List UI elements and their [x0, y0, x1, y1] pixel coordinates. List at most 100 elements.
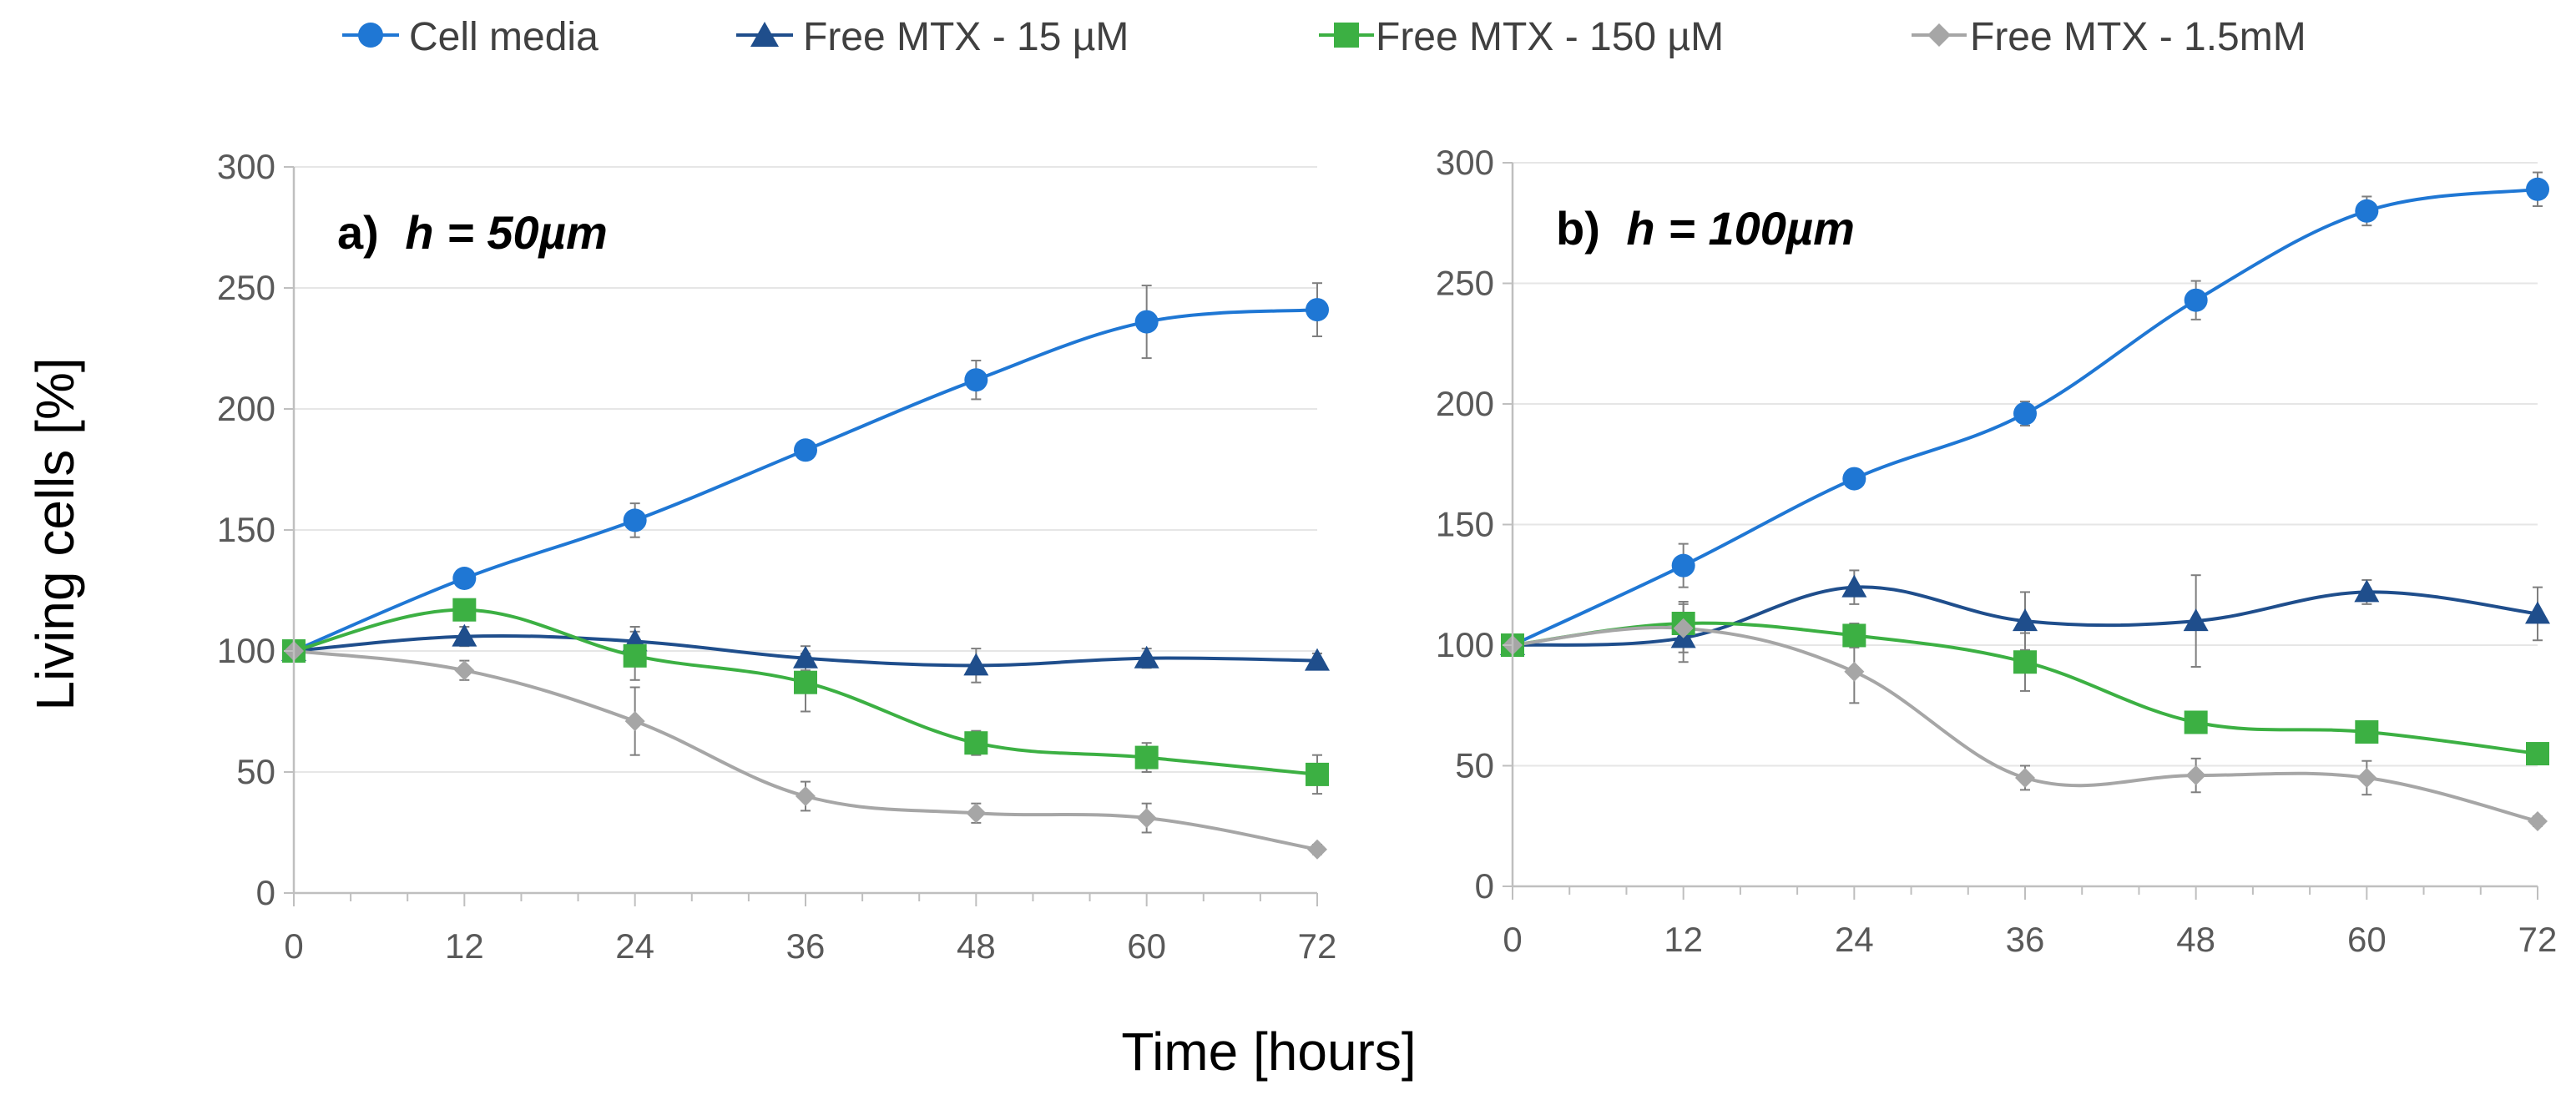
data-point-free-mtx-15-m [1841, 574, 1867, 598]
y-tick-label: 300 [1436, 143, 1494, 182]
panel-letter: b) [1556, 202, 1600, 255]
axes [1503, 162, 2538, 900]
data-point-cell-media [1134, 310, 1159, 334]
data-point-free-mtx-1-5mm [2356, 767, 2377, 788]
data-point-cell-media [452, 567, 477, 590]
chart-panel-b: 0 50 100 150 200 250 300 0 12 24 36 48 60 72 b) h = 1… [1436, 143, 2557, 959]
data-point-cell-media [1306, 298, 1329, 322]
x-tick-label: 12 [445, 926, 484, 966]
y-tick-label: 250 [217, 268, 275, 307]
x-tick-label: 0 [284, 926, 303, 966]
legend-item-cell-media: Cell media [342, 15, 599, 59]
x-tick-label: 72 [1298, 926, 1337, 966]
x-tick-label: 48 [2176, 920, 2215, 959]
panel-title-value: 50µm [487, 206, 607, 259]
y-tick-label: 200 [1436, 384, 1494, 423]
x-tick-label: 12 [1664, 920, 1703, 959]
data-point-free-mtx-1-5mm [1307, 839, 1327, 860]
data-point-free-mtx-15-m [452, 623, 477, 647]
x-tick-label: 24 [615, 926, 654, 966]
legend-marker-triangle [750, 22, 779, 47]
y-tick-label: 200 [217, 389, 275, 428]
y-tick-label: 50 [1455, 746, 1494, 785]
panel-title-prefix: h = [405, 206, 487, 259]
data-point-free-mtx-150-m [1842, 623, 1866, 648]
x-tick-label: 48 [957, 926, 996, 966]
x-tick-label: 36 [786, 926, 826, 966]
legend-marker-circle [358, 23, 383, 48]
data-point-free-mtx-150-m [794, 670, 817, 694]
data-point-free-mtx-1-5mm [454, 660, 475, 681]
data-point-cell-media [2013, 401, 2037, 426]
error-bars [459, 282, 1322, 855]
data-point-free-mtx-15-m [2354, 579, 2380, 603]
legend-item-free-mtx-15: Free MTX - 15 µM [736, 15, 1129, 59]
data-point-free-mtx-15-m [2183, 608, 2209, 632]
legend-label: Free MTX - 1.5mM [1970, 15, 2306, 59]
data-point-free-mtx-1-5mm [2015, 767, 2035, 788]
y-tick-label: 50 [236, 752, 275, 791]
data-point-free-mtx-150-m [2184, 710, 2208, 734]
panel-title: b) h = 100µm [1556, 202, 1855, 255]
data-point-free-mtx-150-m [1134, 745, 1159, 769]
data-point-cell-media [1671, 553, 1695, 578]
panel-title-value: 100µm [1708, 202, 1855, 255]
data-point-free-mtx-150-m [452, 598, 477, 622]
data-point-cell-media [794, 438, 817, 462]
data-point-free-mtx-15-m [2525, 601, 2550, 624]
axes [284, 166, 1318, 906]
legend-marker-square [1334, 23, 1359, 48]
data-point-free-mtx-1-5mm [2185, 765, 2206, 786]
data-point-free-mtx-1-5mm [2528, 810, 2548, 831]
data-point-free-mtx-15-m [1305, 648, 1330, 671]
legend-label: Cell media [409, 15, 599, 59]
data-point-free-mtx-150-m [2526, 742, 2549, 766]
y-axis-title: Living cells [%] [25, 357, 85, 710]
data-point-free-mtx-1-5mm [796, 786, 816, 806]
data-points [1500, 177, 2550, 831]
data-point-cell-media [2526, 177, 2549, 201]
data-point-cell-media [1842, 467, 1866, 491]
y-tick-label: 0 [1475, 866, 1494, 906]
chart-panel-a: 0 50 100 150 200 250 300 0 12 24 36 48 60 72 a) h = 5… [217, 147, 1336, 966]
data-point-free-mtx-1-5mm [1844, 661, 1865, 682]
y-tick-label: 250 [1436, 264, 1494, 303]
data-point-free-mtx-15-m [2013, 608, 2038, 632]
legend-label: Free MTX - 150 µM [1376, 15, 1724, 59]
data-point-cell-media [2184, 288, 2208, 312]
data-points [281, 298, 1330, 860]
data-point-free-mtx-1-5mm [1136, 808, 1157, 829]
legend-item-free-mtx-1-5mm: Free MTX - 1.5mM [1912, 15, 2306, 59]
panel-letter: a) [337, 206, 379, 259]
panel-title: a) h = 50µm [337, 206, 608, 259]
y-tick-label: 300 [217, 147, 275, 186]
data-point-free-mtx-150-m [964, 731, 988, 755]
data-point-free-mtx-150-m [1306, 762, 1329, 786]
data-point-free-mtx-150-m [623, 643, 647, 668]
series-line-cell-media [293, 308, 1318, 653]
data-point-free-mtx-15-m [793, 645, 818, 669]
y-tick-label: 100 [1436, 625, 1494, 664]
x-tick-label: 60 [2347, 920, 2387, 959]
x-tick-label: 60 [1127, 926, 1166, 966]
data-point-free-mtx-1-5mm [966, 803, 987, 824]
data-point-free-mtx-150-m [2355, 720, 2379, 744]
legend: Cell media Free MTX - 15 µM Free MTX - 1… [342, 15, 2306, 59]
legend-marker-diamond [1927, 23, 1951, 47]
y-tick-label: 0 [256, 873, 275, 912]
series-lines [293, 308, 1318, 851]
data-point-free-mtx-150-m [2013, 650, 2037, 674]
data-point-cell-media [623, 508, 647, 532]
legend-item-free-mtx-150: Free MTX - 150 µM [1319, 15, 1724, 59]
data-point-cell-media [2355, 199, 2379, 223]
data-point-free-mtx-15-m [963, 653, 989, 676]
data-point-cell-media [964, 368, 988, 392]
data-point-free-mtx-1-5mm [1673, 618, 1694, 638]
y-tick-label: 100 [217, 631, 275, 670]
x-tick-label: 0 [1503, 920, 1522, 959]
x-axis-title: Time [hours] [1121, 1022, 1416, 1082]
x-tick-label: 36 [2006, 920, 2045, 959]
x-tick-label: 24 [1835, 920, 1874, 959]
y-tick-label: 150 [1436, 505, 1494, 544]
